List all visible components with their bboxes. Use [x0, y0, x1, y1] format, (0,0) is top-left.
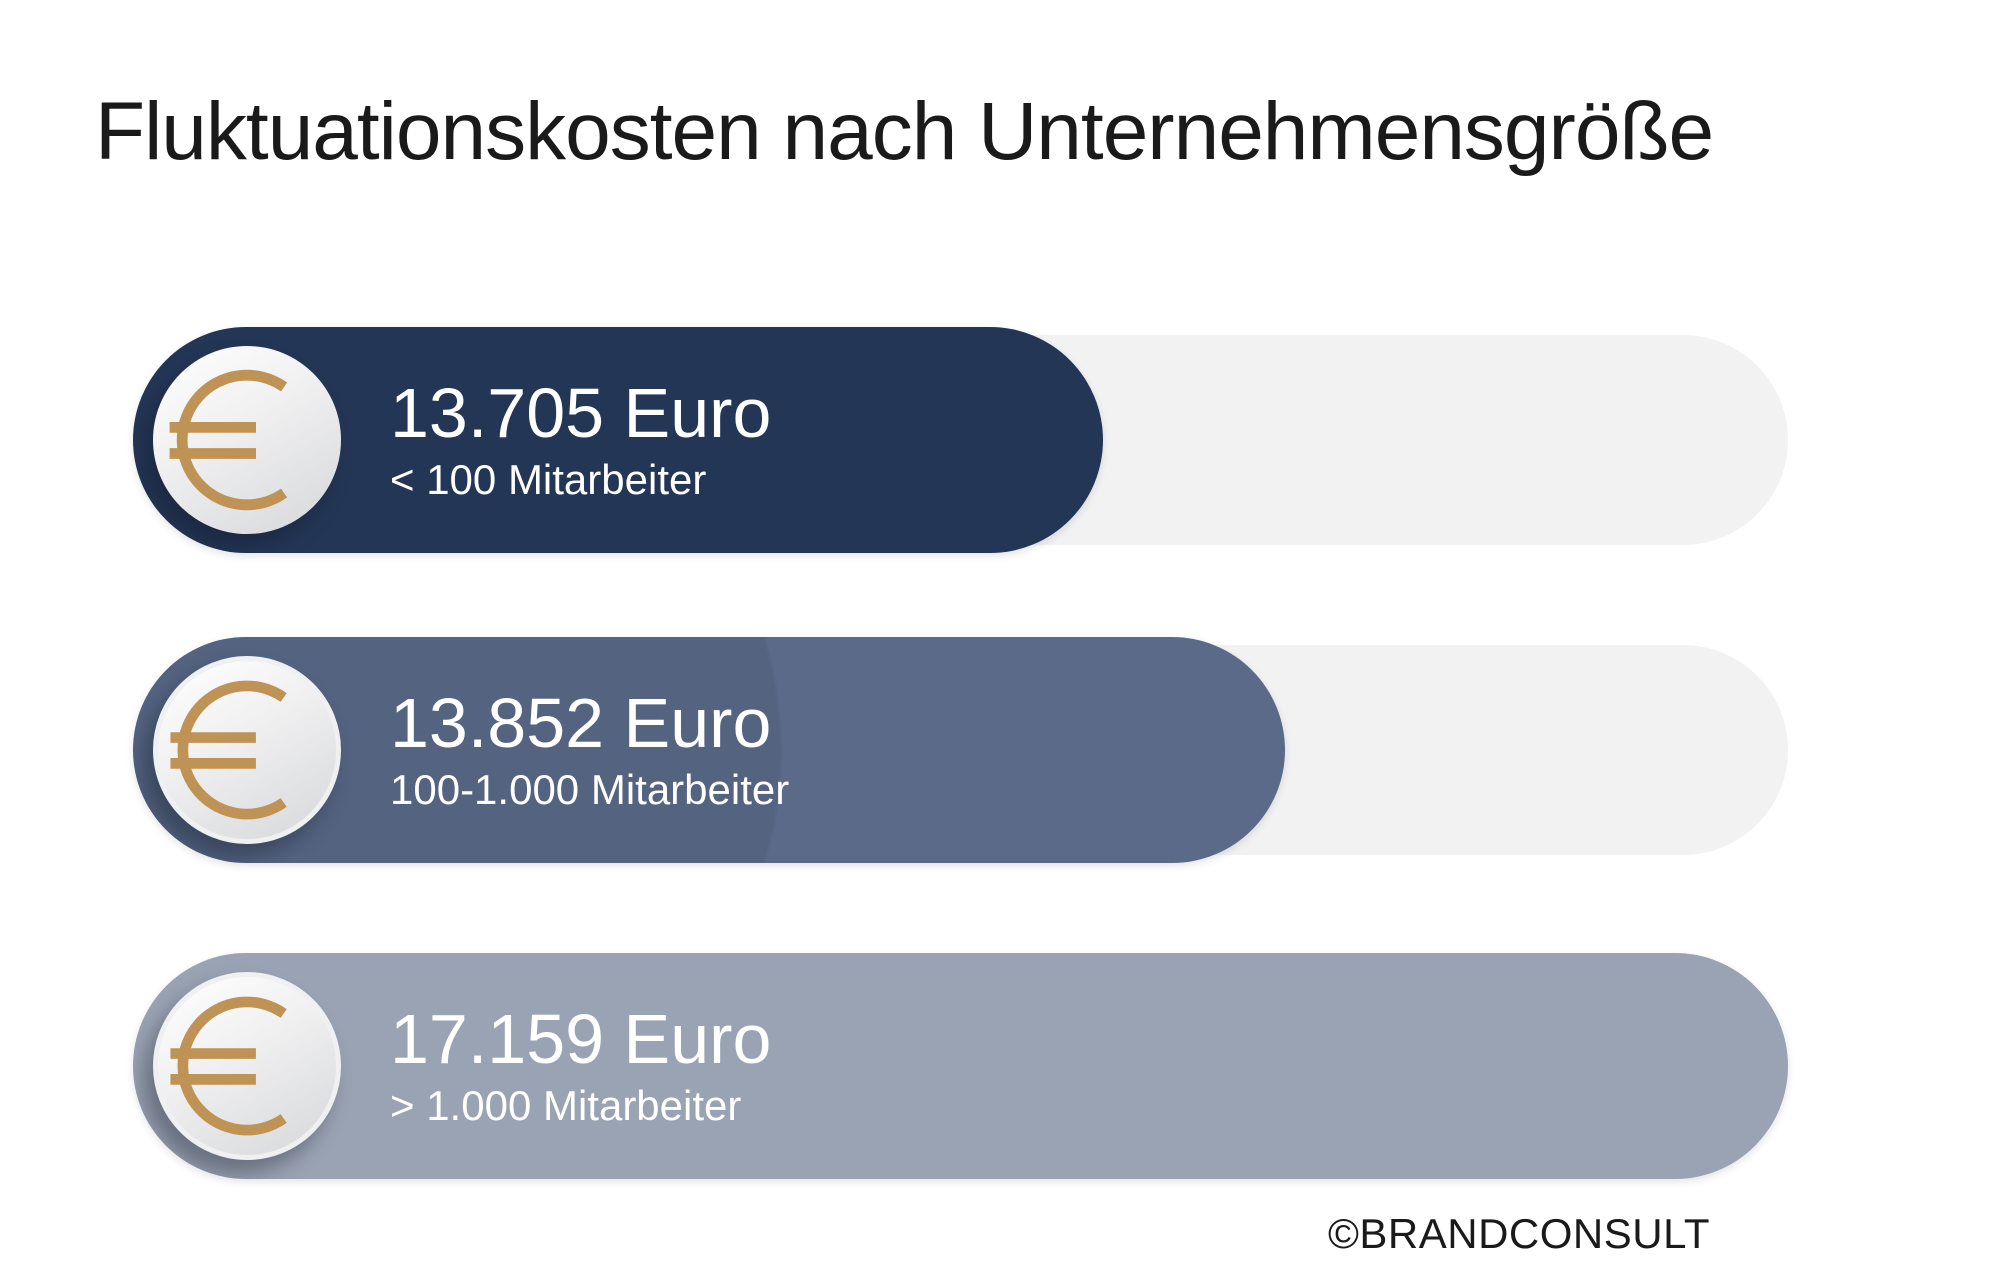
bar-value: 13.705 Euro	[390, 374, 772, 453]
euro-coin-icon	[153, 656, 341, 844]
bar-row-large-company: 17.159 Euro > 1.000 Mitarbeiter	[133, 953, 1788, 1179]
bar-category: < 100 Mitarbeiter	[390, 455, 707, 503]
bar-row-small-company: 13.705 Euro < 100 Mitarbeiter	[133, 327, 1788, 553]
bar-label-group: 13.852 Euro 100-1.000 Mitarbeiter	[390, 687, 789, 813]
bar-category: > 1.000 Mitarbeiter	[390, 1081, 742, 1129]
page-title: Fluktuationskosten nach Unternehmensgröß…	[95, 86, 1714, 177]
bar-fill: 13.852 Euro 100-1.000 Mitarbeiter	[133, 637, 1285, 863]
copyright-watermark: ©BRANDCONSULT	[1327, 1210, 1710, 1257]
bar-fill: 17.159 Euro > 1.000 Mitarbeiter	[133, 953, 1788, 1179]
euro-coin-icon	[153, 346, 341, 534]
bar-fill: 13.705 Euro < 100 Mitarbeiter	[133, 327, 1103, 553]
bar-value: 17.159 Euro	[390, 1000, 772, 1079]
bar-label-group: 13.705 Euro < 100 Mitarbeiter	[390, 377, 771, 503]
bar-row-medium-company: 13.852 Euro 100-1.000 Mitarbeiter	[133, 637, 1788, 863]
euro-coin-icon	[153, 972, 341, 1160]
bar-label-group: 17.159 Euro > 1.000 Mitarbeiter	[390, 1003, 771, 1129]
bar-value: 13.852 Euro	[390, 684, 772, 763]
bar-category: 100-1.000 Mitarbeiter	[390, 765, 790, 813]
